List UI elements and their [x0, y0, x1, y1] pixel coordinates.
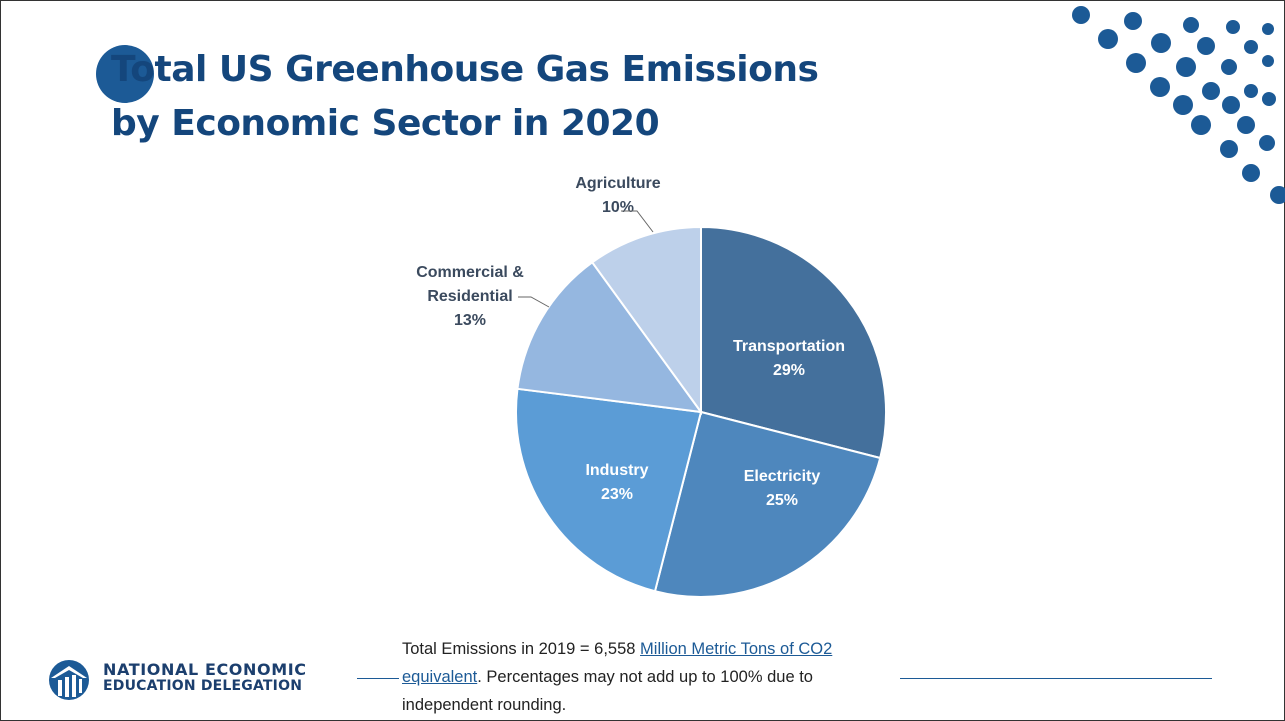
decorative-dot — [1124, 12, 1142, 30]
logo-line2: EDUCATION DELEGATION — [103, 678, 303, 694]
footnote-post: . Percentages may not add up to 100% due… — [402, 668, 813, 714]
logo-line1: NATIONAL ECONOMIC — [103, 660, 307, 679]
pie-slice-commercial-residential — [516, 260, 704, 414]
decorative-dot — [1244, 40, 1258, 54]
decorative-dot — [1244, 84, 1258, 98]
slice-label-line: 25% — [766, 492, 798, 509]
slice-label-line: Commercial & — [416, 264, 524, 281]
decorative-dot — [1242, 164, 1260, 182]
slice-label-electricity: Electricity 25% — [744, 468, 821, 509]
footnote-link-units[interactable]: Million Metric Tons of CO2 — [640, 640, 833, 658]
title-accent-circle — [96, 45, 154, 103]
slide-title: Total US Greenhouse Gas Emissions by Eco… — [111, 43, 819, 151]
decorative-dot — [1237, 116, 1255, 134]
decorative-dot — [1259, 135, 1275, 151]
decorative-dot — [1176, 57, 1196, 77]
leader-line-agriculture — [621, 210, 654, 233]
slice-label-commercial-residential: Commercial & Residential 13% — [416, 264, 524, 329]
decorative-dot — [1226, 20, 1240, 34]
decorative-dot — [1221, 59, 1237, 75]
decorative-dot — [1220, 140, 1238, 158]
columns-logo-icon — [49, 660, 89, 700]
decorative-dot — [1262, 92, 1276, 106]
emissions-pie-chart: Transportation 29% Electricity 25% Industry 2… — [416, 175, 887, 598]
slice-label-line: 10% — [602, 199, 634, 216]
decorative-dot — [1173, 95, 1193, 115]
divider-line-left — [357, 678, 399, 679]
decorative-dot — [1222, 96, 1240, 114]
logo-text: NATIONAL ECONOMIC EDUCATION DELEGATION — [103, 661, 307, 695]
decorative-dot — [1262, 55, 1274, 67]
decorative-dot — [1098, 29, 1118, 49]
slice-label-line: Transportation — [733, 338, 845, 355]
slice-label-agriculture: Agriculture 10% — [575, 175, 660, 216]
footnote-pre: Total Emissions in 2019 = 6,558 — [402, 640, 641, 658]
footnote-link-equivalent[interactable]: equivalent — [402, 668, 478, 686]
slide-title-line1: Total US Greenhouse Gas Emissions — [111, 49, 819, 90]
slice-label-transportation: Transportation 29% — [733, 338, 845, 379]
pie-slice-transportation — [700, 225, 887, 460]
slice-label-line: Electricity — [744, 468, 821, 485]
slice-label-line: Residential — [427, 288, 512, 305]
decorative-dot-pattern — [1072, 6, 1285, 204]
decorative-dot — [1126, 53, 1146, 73]
pie-slice-industry — [515, 387, 703, 593]
divider-line-right — [900, 678, 1212, 679]
decorative-dot — [1183, 17, 1199, 33]
decorative-dot — [1270, 186, 1285, 204]
decorative-dot — [1150, 77, 1170, 97]
slice-label-line: 29% — [773, 362, 805, 379]
slice-label-line: 23% — [601, 486, 633, 503]
pie-slice-electricity — [653, 410, 882, 598]
pie-slice-agriculture — [590, 225, 702, 416]
decorative-dot — [1262, 23, 1274, 35]
leader-line-commercial-residential — [518, 296, 550, 308]
slice-label-industry: Industry 23% — [585, 462, 648, 503]
decorative-dot — [1191, 115, 1211, 135]
footnote: Total Emissions in 2019 = 6,558 Million … — [402, 635, 872, 719]
decorative-dot — [1072, 6, 1090, 24]
slice-label-line: Agriculture — [575, 175, 660, 192]
logo: NATIONAL ECONOMIC EDUCATION DELEGATION — [47, 658, 347, 702]
decorative-dot — [1151, 33, 1171, 53]
slice-label-line: Industry — [585, 462, 648, 479]
slice-label-line: 13% — [454, 312, 486, 329]
decorative-dot — [1202, 82, 1220, 100]
slide-title-line2: by Economic Sector in 2020 — [111, 103, 660, 144]
decorative-dot — [1197, 37, 1215, 55]
